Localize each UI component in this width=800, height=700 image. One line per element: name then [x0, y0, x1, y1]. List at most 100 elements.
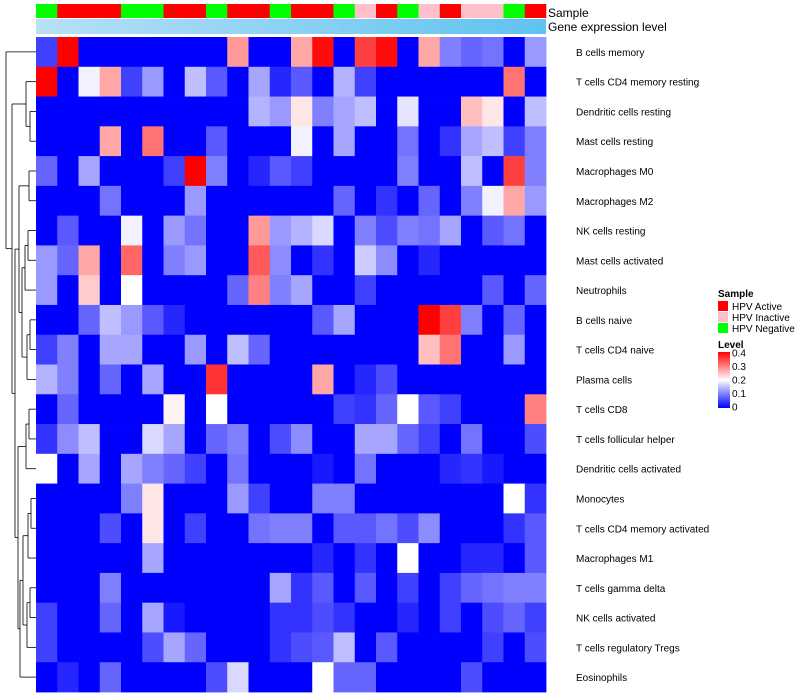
heatmap-cell	[78, 66, 101, 97]
heatmap-cell	[99, 185, 122, 217]
legend-entry-label: HPV Negative	[732, 324, 795, 335]
heatmap-cell	[397, 424, 419, 455]
heatmap-cell	[163, 37, 186, 68]
heatmap-cell	[291, 156, 313, 187]
heatmap-cell	[36, 632, 58, 663]
heatmap-cell	[482, 66, 504, 97]
heatmap-cell	[354, 275, 377, 306]
heatmap-cell	[36, 394, 58, 425]
heatmap-cell	[206, 572, 228, 604]
heatmap-cell	[78, 304, 101, 336]
heatmap-cell	[57, 424, 79, 455]
heatmap-cell	[269, 96, 292, 127]
heatmap-cell	[461, 394, 483, 425]
legend-level-tick: 0.3	[732, 362, 746, 373]
heatmap-cell	[248, 632, 271, 663]
heatmap-cell	[269, 453, 292, 484]
heatmap-cell	[291, 364, 313, 395]
heatmap-cell	[418, 424, 441, 455]
heatmap-cell	[524, 37, 547, 68]
row-label: Neutrophils	[576, 286, 627, 297]
heatmap-cell	[99, 156, 122, 187]
heatmap-cell	[121, 632, 143, 663]
heatmap-cell	[397, 364, 419, 395]
heatmap-cell	[57, 37, 79, 68]
heatmap-cell	[461, 185, 483, 217]
heatmap-cell	[461, 364, 483, 395]
heatmap-cell	[163, 156, 186, 187]
heatmap-cell	[524, 483, 547, 514]
heatmap-cell	[269, 66, 292, 97]
heatmap-cell	[461, 483, 483, 514]
heatmap-cell	[248, 334, 271, 365]
heatmap-cell	[269, 483, 292, 514]
heatmap-cell	[524, 572, 547, 604]
heatmap-cell	[142, 334, 164, 365]
heatmap-cell	[418, 513, 441, 544]
gene-level-annotation-bar	[36, 19, 546, 34]
heatmap-cell	[312, 543, 334, 574]
heatmap-cell	[269, 424, 292, 455]
heatmap-cell	[524, 602, 547, 633]
heatmap-cell	[503, 156, 526, 187]
heatmap-cell	[184, 156, 207, 187]
heatmap-cell	[227, 513, 249, 544]
heatmap-cell	[36, 572, 58, 604]
heatmap-cell	[376, 215, 398, 246]
heatmap-cell	[482, 156, 504, 187]
heatmap-cell	[312, 394, 334, 425]
heatmap-cell	[163, 364, 186, 395]
heatmap-cell	[36, 513, 58, 544]
heatmap-cell	[312, 602, 334, 633]
heatmap-cell	[312, 156, 334, 187]
heatmap-cell	[461, 513, 483, 544]
row-label: T cells CD4 memory resting	[576, 78, 699, 89]
heatmap-cell	[333, 275, 356, 306]
heatmap-cell	[227, 632, 249, 663]
heatmap-cell	[36, 37, 58, 68]
heatmap-cell	[78, 513, 101, 544]
heatmap-cell	[333, 602, 356, 633]
heatmap-cell	[78, 185, 101, 217]
heatmap-cell	[269, 185, 292, 217]
heatmap-cell	[227, 543, 249, 574]
heatmap-cell	[354, 632, 377, 663]
heatmap-cell	[354, 602, 377, 633]
heatmap-cell	[163, 245, 186, 276]
heatmap-cell	[227, 126, 249, 157]
heatmap-cell	[57, 334, 79, 365]
heatmap-cell	[36, 126, 58, 157]
heatmap-cell	[333, 632, 356, 663]
heatmap-cell	[291, 334, 313, 365]
heatmap-cell	[376, 572, 398, 604]
sample-annotation-cell	[482, 4, 504, 18]
heatmap-cell	[121, 126, 143, 157]
heatmap-cell	[163, 215, 186, 246]
heatmap-cell	[78, 156, 101, 187]
heatmap-cell	[418, 543, 441, 574]
heatmap-cell	[184, 275, 207, 306]
heatmap-cell	[78, 245, 101, 276]
heatmap-cell	[333, 662, 356, 693]
legend-swatch	[718, 323, 728, 333]
heatmap-cell	[312, 126, 334, 157]
heatmap-cell	[206, 304, 228, 336]
heatmap-cell	[57, 66, 79, 97]
heatmap-cell	[439, 185, 462, 217]
heatmap-cell	[524, 66, 547, 97]
heatmap-cell	[439, 66, 462, 97]
heatmap-cell	[312, 37, 334, 68]
heatmap-cell	[333, 453, 356, 484]
heatmap-cell	[121, 96, 143, 127]
heatmap-cell	[121, 245, 143, 276]
heatmap-cell	[269, 513, 292, 544]
heatmap-cell	[418, 483, 441, 514]
heatmap-cell	[482, 394, 504, 425]
heatmap-cell	[142, 453, 164, 484]
sample-annotation-cell	[439, 4, 462, 18]
heatmap-cell	[503, 453, 526, 484]
heatmap-cell	[248, 543, 271, 574]
heatmap-cell	[57, 126, 79, 157]
heatmap-cell	[184, 602, 207, 633]
